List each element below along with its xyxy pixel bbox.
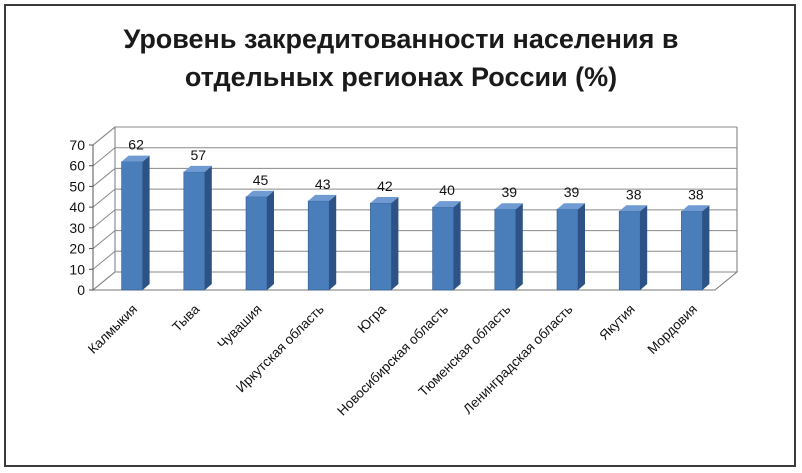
bar [370,197,399,291]
bar-front [494,208,517,291]
bar [618,205,648,291]
bar-side [329,194,337,290]
data-label: 57 [191,147,207,163]
bar-front [432,206,454,291]
chart-title: Уровень закредитованности населения в от… [0,20,802,96]
gridline [92,167,737,187]
bar-front [618,210,641,291]
data-label: 43 [315,176,331,192]
bar-top [432,201,461,208]
bar-side [391,197,399,290]
bar-front [245,196,268,291]
gridline [92,271,737,291]
bar-front [556,208,579,291]
category-label: Ленинградская область [460,302,575,417]
data-label: 38 [688,186,704,202]
bar-side [453,201,461,290]
bar [681,205,710,291]
bar [432,201,461,291]
bar-side [204,165,212,290]
y-tick-label: 60 [69,158,85,174]
category-label: Якутия [596,302,637,343]
bar-front [681,210,703,291]
data-label: 62 [128,137,144,153]
data-label: 40 [439,182,455,198]
bar-side [142,155,150,290]
bar [307,194,337,291]
y-tick-label: 70 [69,137,85,153]
y-tick-label: 30 [69,220,85,236]
bar-front [183,171,206,291]
bar-side [702,205,710,290]
gridline [92,188,737,208]
bar-top [619,205,648,212]
y-tick-label: 10 [69,261,85,277]
left-wall [92,125,116,292]
gridline [92,147,737,167]
bar [183,165,212,291]
category-label: Калмыкия [85,302,140,357]
bar-top [494,203,523,210]
bar [494,203,523,291]
gridline [92,250,737,270]
gridline [92,230,737,249]
bar-side [578,203,585,290]
category-label: Югра [355,301,390,336]
gridline [92,126,737,146]
bar-side [640,205,648,290]
bar-top [246,190,274,197]
bar-top [557,203,585,210]
y-tick-label: 20 [69,241,85,257]
gridline [92,209,737,229]
category-label: Мордовия [645,302,701,358]
bar-top [308,194,337,201]
data-label: 38 [626,186,642,202]
bar-top [121,155,150,162]
y-tick-label: 40 [69,199,85,215]
chart-title-line-1: Уровень закредитованности населения в [123,24,679,54]
y-tick-label: 50 [69,178,85,194]
bar-side [515,203,523,290]
data-label: 45 [253,172,269,188]
data-label: 39 [502,184,518,200]
bar-top [370,197,399,203]
y-tick-label: 0 [77,282,85,298]
bar [245,190,274,291]
bar [556,203,585,291]
bar-side [267,190,274,290]
bar-top [183,165,212,172]
category-label: Чувашия [214,302,264,352]
bar-top [681,205,710,212]
data-label: 42 [377,178,393,194]
category-label: Новосибирская область [334,302,451,419]
chart-title-line-2: отдельных регионах России (%) [184,62,618,92]
bar-front [370,202,392,291]
bar-front [121,161,143,291]
category-label: Тыва [169,301,203,335]
bar-front [307,200,330,291]
bar [121,155,150,291]
data-label: 39 [564,184,580,200]
